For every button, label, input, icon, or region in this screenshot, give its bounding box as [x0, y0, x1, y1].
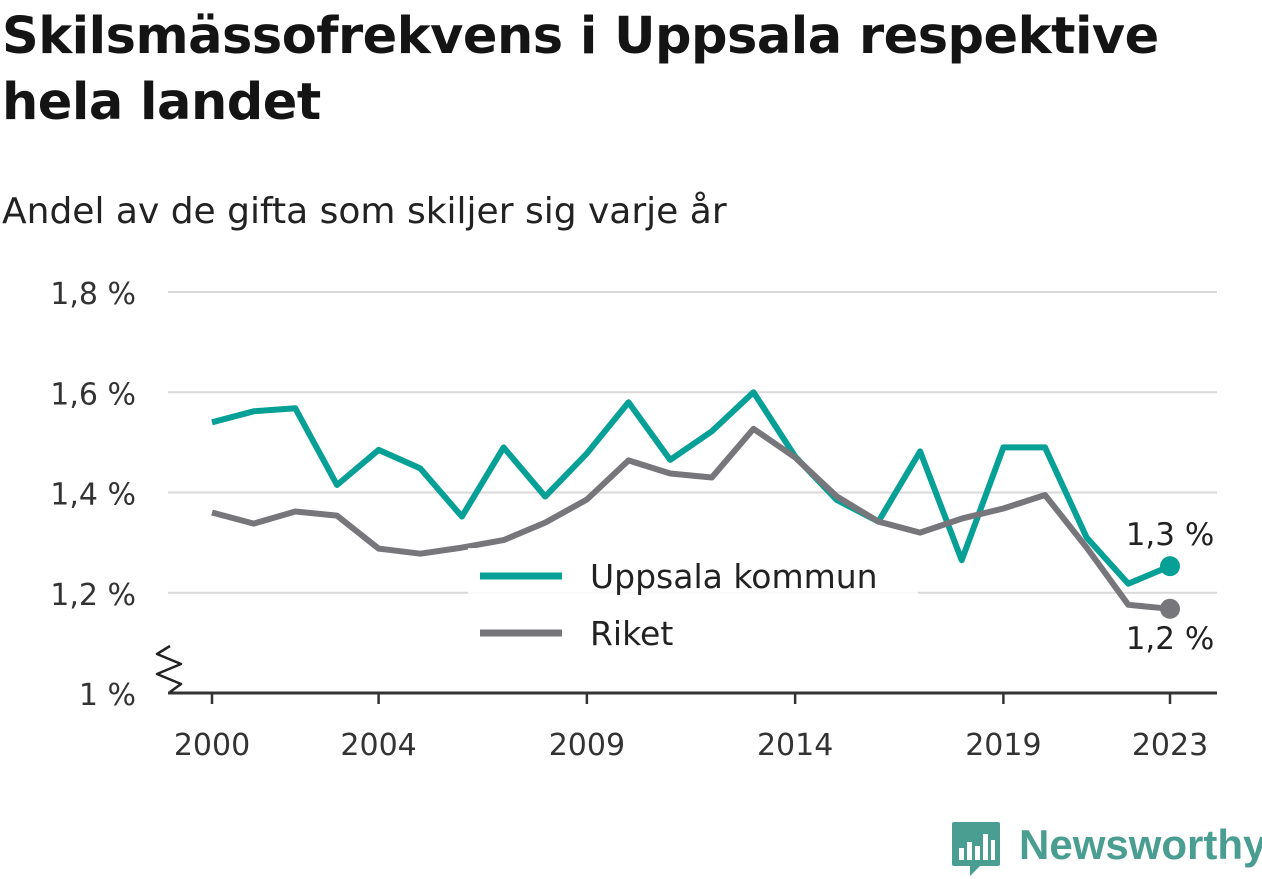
legend-label: Uppsala kommun [590, 557, 878, 596]
x-tick-label: 2004 [340, 728, 416, 763]
x-tick-label: 2019 [965, 728, 1041, 763]
axes: 1 % 1,2 % 1,4 % 1,6 % 1,8 % 2000 2004 2009 2014 2… [50, 277, 1217, 763]
line-chart: 1 % 1,2 % 1,4 % 1,6 % 1,8 % 2000 2004 2009 2014 2… [50, 277, 1217, 763]
series-lines [211, 389, 1180, 619]
legend: Uppsala kommun Riket [468, 548, 918, 653]
series-line-uppsala [211, 389, 1172, 587]
series-line-riket [211, 425, 1171, 612]
x-tick-label: 2023 [1132, 728, 1208, 763]
end-labels: 1,3 % 1,2 % [1126, 517, 1215, 657]
series-end-point [1160, 556, 1180, 577]
gridlines [168, 291, 1217, 594]
end-label-riket: 1,2 % [1126, 621, 1215, 657]
newsworthy-logo: Newsworthy [950, 818, 1262, 878]
bar-chart-speech-bubble-icon [952, 822, 1000, 876]
y-tick-label: 1,6 % [50, 377, 136, 412]
x-tick-label: 2000 [174, 728, 250, 763]
axis-break-icon [155, 644, 183, 694]
y-tick-label: 1,8 % [50, 277, 136, 312]
legend-background [468, 548, 918, 596]
brand-name: Newsworthy [1019, 821, 1262, 868]
x-tick-label: 2009 [549, 728, 625, 763]
chart-subtitle: Andel av de gifta som skiljer sig varje … [2, 191, 727, 232]
series-end-point [1160, 598, 1180, 619]
y-tick-label: 1 % [79, 678, 136, 713]
end-label-uppsala: 1,3 % [1126, 517, 1215, 553]
y-tick-label: 1,2 % [50, 578, 136, 613]
chart-title: Skilsmässofrekvens i Uppsala respektive … [2, 7, 1159, 132]
y-tick-label: 1,4 % [50, 478, 136, 513]
x-tick-label: 2014 [757, 728, 833, 763]
legend-label: Riket [590, 614, 673, 653]
